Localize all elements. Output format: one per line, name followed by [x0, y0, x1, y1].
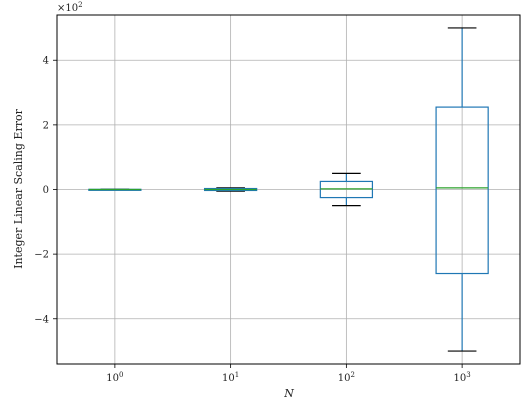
- y-multiplier-label: ×102: [57, 1, 83, 14]
- box-layer: [88, 27, 489, 352]
- y-tick-label: −4: [34, 314, 49, 325]
- box-iqr: [319, 180, 374, 199]
- y-tick-label: 2: [43, 120, 49, 131]
- x-tick-label: 100: [106, 371, 123, 384]
- tick-layer: −4 −2 0 2 4 100 101 102 103: [34, 56, 470, 384]
- x-axis-label: N: [283, 387, 294, 400]
- x-tick-label: 101: [222, 371, 239, 384]
- box-iqr: [435, 106, 489, 275]
- y-tick-label: 0: [43, 185, 49, 196]
- y-tick-label: −2: [34, 250, 49, 261]
- y-tick-label: 4: [43, 56, 49, 67]
- x-tick-label: 103: [454, 371, 471, 384]
- y-axis-label: Integer Linear Scaling Error: [12, 108, 25, 268]
- x-tick-label: 102: [338, 371, 355, 384]
